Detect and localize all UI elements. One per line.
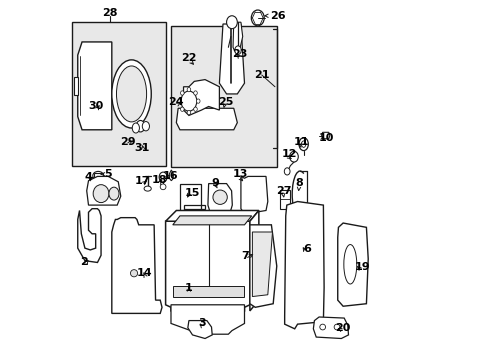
Text: 29: 29	[120, 137, 136, 147]
Polygon shape	[74, 77, 78, 95]
Text: 12: 12	[281, 149, 297, 159]
Ellipse shape	[187, 111, 190, 115]
Polygon shape	[337, 223, 367, 306]
Text: 2: 2	[80, 257, 88, 267]
Ellipse shape	[144, 186, 151, 191]
Text: 11: 11	[293, 137, 309, 147]
Polygon shape	[171, 305, 244, 334]
Ellipse shape	[93, 171, 103, 180]
Ellipse shape	[251, 10, 264, 26]
Polygon shape	[165, 211, 258, 221]
Text: 6: 6	[303, 244, 310, 254]
Ellipse shape	[178, 99, 181, 103]
Text: 19: 19	[354, 262, 370, 272]
Text: 25: 25	[218, 97, 233, 107]
Text: 17: 17	[134, 176, 150, 186]
Ellipse shape	[298, 138, 308, 150]
Polygon shape	[78, 42, 112, 130]
Polygon shape	[207, 184, 232, 212]
Text: 10: 10	[318, 133, 333, 143]
Ellipse shape	[132, 123, 139, 133]
Polygon shape	[233, 22, 242, 53]
Ellipse shape	[226, 16, 237, 29]
Polygon shape	[187, 320, 212, 338]
Ellipse shape	[160, 184, 165, 190]
Ellipse shape	[130, 270, 137, 277]
Polygon shape	[112, 218, 162, 314]
Polygon shape	[313, 317, 348, 338]
Bar	[172, 286, 244, 297]
Ellipse shape	[212, 190, 227, 204]
Ellipse shape	[301, 141, 305, 147]
Ellipse shape	[180, 91, 184, 95]
Ellipse shape	[234, 46, 241, 54]
Text: 23: 23	[232, 49, 247, 59]
Polygon shape	[284, 202, 324, 329]
Text: 14: 14	[137, 267, 152, 278]
Bar	[72, 22, 165, 166]
Text: 9: 9	[211, 178, 219, 188]
Text: 15: 15	[185, 188, 200, 198]
Text: 4: 4	[84, 172, 92, 182]
Polygon shape	[321, 132, 329, 139]
Ellipse shape	[109, 187, 119, 200]
Text: 21: 21	[253, 70, 269, 80]
Text: 22: 22	[181, 53, 196, 63]
Polygon shape	[165, 221, 249, 311]
Polygon shape	[249, 225, 276, 307]
Polygon shape	[180, 184, 204, 212]
Polygon shape	[176, 108, 237, 130]
Text: 24: 24	[167, 97, 183, 107]
Ellipse shape	[112, 60, 151, 128]
Polygon shape	[249, 211, 258, 311]
Text: 7: 7	[241, 251, 248, 261]
Polygon shape	[172, 216, 251, 225]
Text: 28: 28	[102, 8, 118, 18]
Ellipse shape	[193, 91, 197, 95]
Text: 20: 20	[335, 323, 350, 333]
Ellipse shape	[116, 66, 146, 122]
Ellipse shape	[319, 324, 325, 330]
Polygon shape	[183, 80, 219, 116]
Ellipse shape	[193, 107, 197, 111]
Polygon shape	[86, 176, 121, 205]
Text: 5: 5	[103, 169, 111, 179]
Text: 26: 26	[269, 11, 285, 21]
Text: 8: 8	[295, 177, 302, 188]
Ellipse shape	[136, 121, 144, 132]
Text: 31: 31	[134, 143, 150, 153]
Text: 1: 1	[184, 283, 192, 293]
Text: 30: 30	[88, 102, 103, 112]
Bar	[279, 190, 290, 209]
Polygon shape	[252, 232, 272, 297]
Ellipse shape	[93, 185, 109, 203]
Text: 18: 18	[151, 175, 166, 185]
Polygon shape	[78, 209, 101, 262]
Ellipse shape	[180, 107, 184, 111]
Ellipse shape	[284, 168, 289, 175]
Ellipse shape	[159, 172, 167, 182]
Text: 13: 13	[232, 169, 247, 179]
Ellipse shape	[181, 91, 196, 111]
Ellipse shape	[333, 324, 339, 330]
Text: 3: 3	[198, 319, 205, 328]
Polygon shape	[241, 176, 267, 214]
Polygon shape	[169, 170, 173, 181]
Ellipse shape	[142, 122, 149, 131]
Text: 16: 16	[162, 171, 178, 181]
Text: 27: 27	[276, 186, 291, 196]
Ellipse shape	[289, 151, 298, 162]
Polygon shape	[219, 24, 244, 94]
Ellipse shape	[187, 87, 190, 92]
Bar	[93, 173, 102, 179]
Ellipse shape	[196, 99, 200, 103]
Bar	[171, 26, 276, 167]
